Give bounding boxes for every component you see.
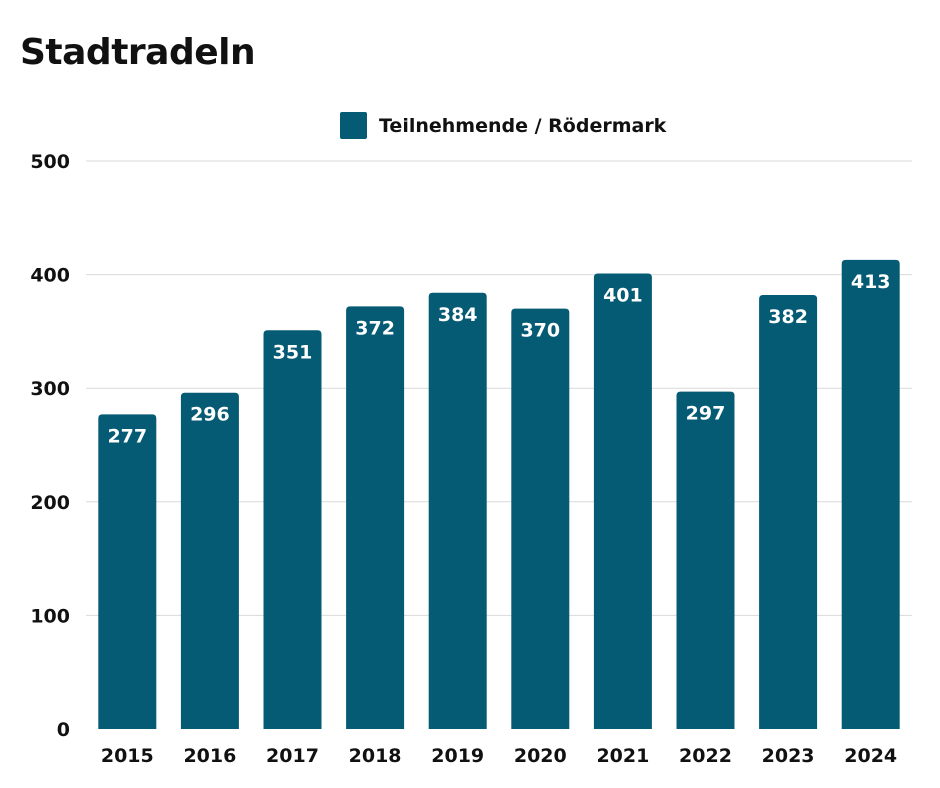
bar-2023: [759, 295, 818, 729]
bars: 277 296 351 372 384 370 401 297 382 413: [98, 259, 900, 729]
legend: Teilnehmende / Rödermark: [340, 112, 666, 139]
x-tick-label-2024: 2024: [844, 745, 897, 767]
legend-swatch: [340, 112, 367, 139]
bar-2021: [593, 273, 652, 729]
y-tick-label: 100: [30, 605, 70, 627]
bar-2020: [511, 308, 570, 729]
x-tick-label-2021: 2021: [596, 745, 649, 767]
y-tick-label: 400: [30, 265, 70, 287]
x-tick-label-2020: 2020: [514, 745, 567, 767]
data-label-2021: 401: [603, 284, 643, 306]
data-label-2019: 384: [438, 304, 478, 326]
x-tick-label-2018: 2018: [349, 745, 402, 767]
data-label-2023: 382: [768, 306, 808, 328]
bar-2016: [180, 392, 239, 729]
y-tick-label: 300: [30, 378, 70, 400]
x-axis-ticks: 2015 2016 2017 2018 2019 2020 2021 2022 2023 2024: [101, 745, 897, 767]
data-label-2015: 277: [107, 425, 147, 447]
data-label-2016: 296: [190, 404, 230, 426]
bar-2022: [676, 391, 735, 729]
data-label-2017: 351: [273, 341, 313, 363]
x-tick-label-2022: 2022: [679, 745, 732, 767]
legend-label: Teilnehmende / Rödermark: [379, 114, 667, 137]
y-tick-label: 500: [30, 151, 70, 173]
bar-2017: [263, 330, 322, 729]
x-tick-label-2023: 2023: [762, 745, 815, 767]
bar-2015: [98, 414, 157, 729]
x-tick-label-2015: 2015: [101, 745, 154, 767]
x-tick-label-2017: 2017: [266, 745, 319, 767]
y-axis-ticks: 0 100 200 300 400 500: [30, 151, 70, 741]
x-tick-label-2016: 2016: [183, 745, 236, 767]
data-label-2018: 372: [355, 317, 395, 339]
bar-2024: [841, 259, 900, 729]
data-label-2020: 370: [520, 320, 560, 342]
y-tick-label: 200: [30, 492, 70, 514]
data-label-2024: 413: [851, 271, 891, 293]
bar-2019: [428, 292, 487, 729]
data-label-2022: 297: [686, 403, 726, 425]
bar-2018: [346, 306, 405, 729]
x-tick-label-2019: 2019: [431, 745, 484, 767]
y-tick-label: 0: [57, 719, 70, 741]
chart-title: Stadtradeln: [20, 32, 256, 73]
